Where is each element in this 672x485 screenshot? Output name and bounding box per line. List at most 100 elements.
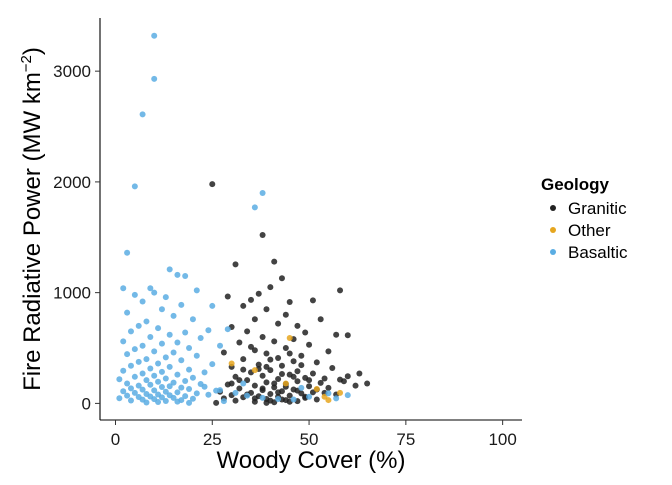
point-basaltic: [120, 367, 127, 374]
point-basaltic: [158, 306, 165, 313]
point-basaltic: [151, 348, 158, 355]
point-granitic: [232, 261, 239, 268]
point-granitic: [340, 378, 347, 385]
point-granitic: [294, 368, 301, 375]
point-granitic: [325, 348, 332, 355]
point-granitic: [309, 297, 316, 304]
point-basaltic: [244, 392, 251, 399]
point-basaltic: [306, 393, 313, 400]
point-granitic: [344, 332, 351, 339]
point-granitic: [236, 339, 243, 346]
y-tick-label: 3000: [53, 62, 91, 81]
point-basaltic: [116, 376, 123, 383]
point-basaltic: [120, 285, 127, 292]
y-tick-label: 0: [82, 394, 91, 413]
point-granitic: [263, 363, 270, 370]
x-axis-title: Woody Cover (%): [217, 447, 406, 474]
point-basaltic: [220, 398, 227, 405]
point-basaltic: [139, 298, 146, 305]
point-basaltic: [158, 383, 165, 390]
point-basaltic: [158, 368, 165, 375]
point-basaltic: [124, 392, 131, 399]
point-granitic: [329, 364, 336, 371]
point-basaltic: [162, 388, 169, 395]
point-basaltic: [205, 327, 212, 334]
legend-key-other: [550, 227, 556, 233]
point-basaltic: [166, 383, 173, 390]
point-basaltic: [155, 360, 162, 367]
point-granitic: [271, 258, 278, 265]
point-granitic: [364, 380, 371, 387]
point-basaltic: [170, 312, 177, 319]
legend-label-other: Other: [568, 221, 611, 240]
point-granitic: [313, 359, 320, 366]
point-basaltic: [147, 333, 154, 340]
point-basaltic: [162, 294, 169, 301]
point-basaltic: [178, 384, 185, 391]
point-granitic: [306, 377, 313, 384]
point-basaltic: [182, 273, 189, 280]
point-granitic: [259, 333, 266, 340]
point-basaltic: [139, 342, 146, 349]
point-granitic: [259, 385, 266, 392]
point-other: [251, 367, 258, 374]
point-basaltic: [205, 391, 212, 398]
point-granitic: [290, 358, 297, 365]
point-granitic: [278, 275, 285, 282]
point-basaltic: [127, 385, 134, 392]
point-granitic: [286, 350, 293, 357]
point-basaltic: [127, 362, 134, 369]
point-basaltic: [240, 380, 247, 387]
point-basaltic: [197, 335, 204, 342]
point-granitic: [267, 356, 274, 363]
point-granitic: [325, 384, 332, 391]
point-basaltic: [170, 349, 177, 356]
point-granitic: [306, 341, 313, 348]
legend-title: Geology: [541, 175, 610, 194]
point-basaltic: [166, 363, 173, 370]
point-other: [286, 335, 293, 342]
point-basaltic: [193, 287, 200, 294]
point-granitic: [263, 399, 270, 406]
point-basaltic: [189, 316, 196, 323]
point-basaltic: [259, 394, 266, 401]
point-granitic: [333, 331, 340, 338]
y-axis-title-main: Fire Radiative Power (MW km: [19, 72, 46, 391]
point-granitic: [275, 320, 282, 327]
point-basaltic: [158, 340, 165, 347]
point-basaltic: [124, 351, 131, 358]
point-granitic: [309, 370, 316, 377]
point-basaltic: [131, 346, 138, 353]
point-basaltic: [251, 204, 258, 211]
point-granitic: [313, 396, 320, 403]
point-basaltic: [131, 291, 138, 298]
point-granitic: [209, 181, 216, 188]
point-basaltic: [290, 396, 297, 403]
point-granitic: [278, 371, 285, 378]
point-granitic: [255, 361, 262, 368]
point-basaltic: [344, 392, 351, 399]
point-granitic: [251, 382, 258, 389]
point-granitic: [275, 389, 282, 396]
y-axis-title-close: ): [19, 47, 46, 55]
point-basaltic: [120, 388, 127, 395]
point-basaltic: [209, 302, 216, 309]
point-granitic: [251, 316, 258, 323]
point-granitic: [228, 380, 235, 387]
point-basaltic: [162, 375, 169, 382]
point-basaltic: [139, 111, 146, 118]
point-basaltic: [124, 380, 131, 387]
point-basaltic: [135, 382, 142, 389]
point-basaltic: [143, 356, 150, 363]
point-granitic: [286, 299, 293, 306]
point-basaltic: [186, 366, 193, 373]
point-basaltic: [151, 32, 158, 39]
point-granitic: [259, 232, 266, 239]
point-basaltic: [143, 318, 150, 325]
point-granitic: [337, 287, 344, 294]
point-basaltic: [139, 370, 146, 377]
point-basaltic: [174, 398, 181, 405]
point-granitic: [317, 316, 324, 323]
legend-key-basaltic: [550, 249, 556, 255]
point-granitic: [282, 311, 289, 318]
